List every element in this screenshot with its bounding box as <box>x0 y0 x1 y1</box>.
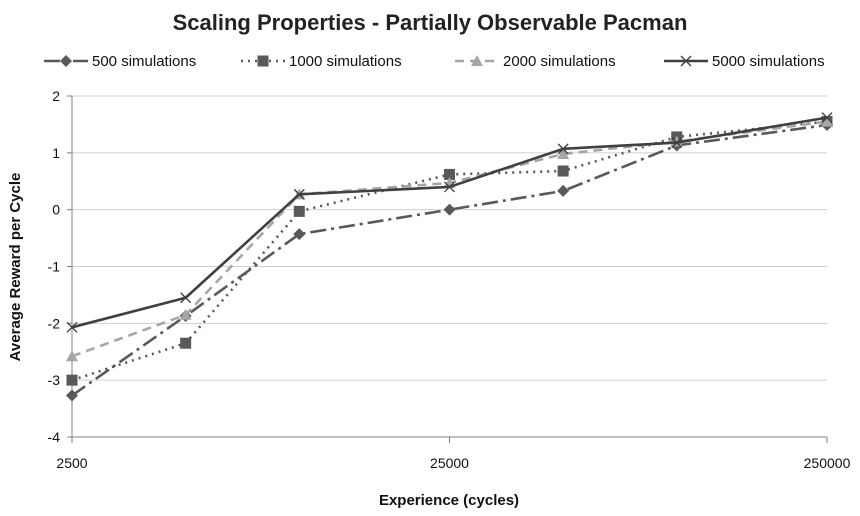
legend-item-1: 500 simulations <box>44 53 196 70</box>
legend-marker <box>471 55 483 66</box>
x-tick-label: 2500 <box>56 455 87 471</box>
data-point <box>66 374 78 386</box>
legend-item-3: 2000 simulations <box>455 53 616 70</box>
x-tick-label: 250000 <box>804 455 851 471</box>
legend: 500 simulations 1000 simulations 2000 simu… <box>44 53 825 70</box>
x-axis-title: Experience (cycles) <box>379 492 519 509</box>
y-tick-label: 2 <box>52 88 60 104</box>
data-point <box>821 115 833 127</box>
series-2 <box>66 116 833 386</box>
y-tick-label: -3 <box>48 372 61 388</box>
data-point <box>671 137 683 149</box>
data-point <box>444 181 455 193</box>
legend-label: 5000 simulations <box>712 53 825 70</box>
series-group <box>66 112 833 402</box>
data-point <box>821 112 833 124</box>
legend-marker <box>680 55 692 67</box>
data-point <box>557 147 570 159</box>
legend-marker <box>257 55 269 67</box>
data-point <box>293 188 305 200</box>
data-point <box>66 350 78 362</box>
y-tick-label: 1 <box>52 145 60 161</box>
legend-item-2: 1000 simulations <box>241 53 402 70</box>
series-4 <box>66 112 833 333</box>
legend-marker <box>60 55 72 67</box>
data-point <box>293 205 305 217</box>
data-point <box>443 203 456 216</box>
legend-label: 2000 simulations <box>503 53 616 70</box>
data-point <box>444 168 455 180</box>
series-1 <box>66 118 833 402</box>
data-point <box>557 165 569 177</box>
data-point <box>179 308 192 320</box>
y-tick-label: -2 <box>48 315 61 331</box>
data-point <box>66 389 78 402</box>
legend-item-4: 5000 simulations <box>664 53 825 70</box>
y-tick-label: -1 <box>48 259 61 275</box>
chart-title: Scaling Properties - Partially Observabl… <box>173 10 688 35</box>
data-point <box>180 292 192 304</box>
data-point <box>293 228 306 241</box>
axes <box>67 95 828 443</box>
y-tick-label: -4 <box>48 429 61 445</box>
gridlines <box>72 95 827 438</box>
data-point <box>557 143 569 155</box>
series-line <box>71 123 828 397</box>
legend-label: 1000 simulations <box>289 53 402 70</box>
data-point <box>66 321 78 333</box>
legend-label: 500 simulations <box>92 53 196 70</box>
data-point <box>180 337 192 349</box>
series-line <box>71 116 828 329</box>
data-point <box>557 184 570 197</box>
y-tick-label: 0 <box>52 202 60 218</box>
tick-labels: -4 -3 -2 -1 0 1 2 2500 25000 250000 <box>48 88 851 471</box>
y-axis-title: Average Reward per Cycle <box>7 173 24 362</box>
x-tick-label: 25000 <box>430 455 469 471</box>
